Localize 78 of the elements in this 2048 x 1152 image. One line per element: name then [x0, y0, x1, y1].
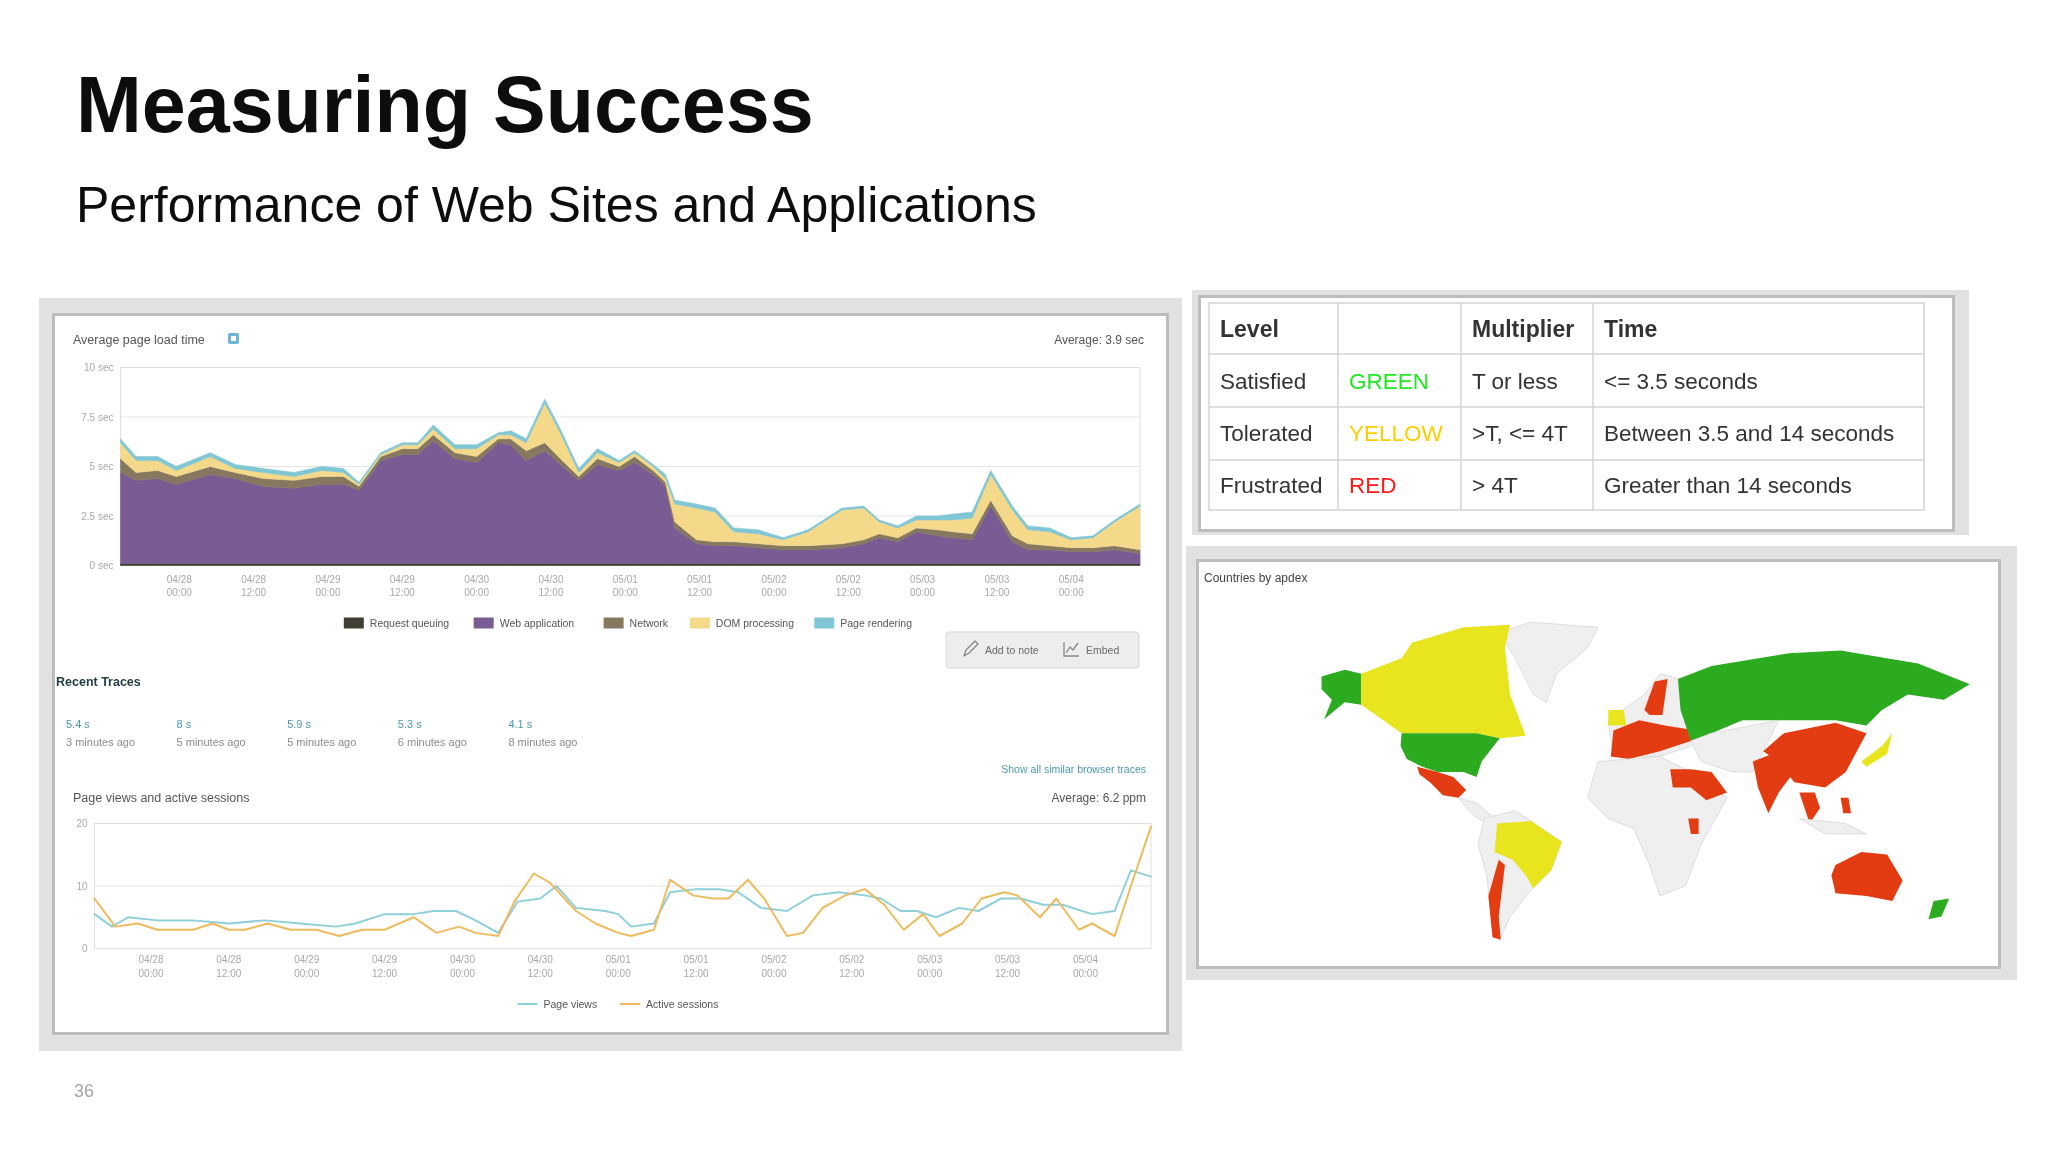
category-label: Tolerated	[1220, 421, 1313, 446]
text: Recent Traces	[56, 675, 141, 689]
text: 4.1 s	[508, 718, 533, 730]
text: 5 minutes ago	[287, 736, 357, 748]
text: Embed	[1086, 644, 1120, 656]
text: 36	[74, 1081, 95, 1101]
text: >T, <= 4T	[1472, 421, 1568, 446]
y-tick-label: 0 sec	[89, 560, 114, 571]
x-tick-label: 05/03 12:00	[995, 954, 1021, 979]
text: Average: 3.9 sec	[1054, 333, 1144, 347]
category-label: Time	[1604, 316, 1658, 342]
y-tick-label: 20	[76, 818, 88, 829]
text: 5.3 s	[397, 718, 423, 730]
text: Greater than 14 seconds	[1604, 473, 1852, 498]
x-tick-label: 05/02 12:00	[839, 954, 865, 979]
text: Average: 6.2 ppm	[1051, 791, 1146, 805]
x-tick-label: 04/30 00:00	[464, 574, 490, 598]
x-tick-label: 04/29 12:00	[372, 954, 398, 979]
text: Show all similar browser traces	[1001, 763, 1146, 775]
text: GREEN	[1349, 369, 1430, 394]
x-tick-label: 05/03 00:00	[917, 954, 943, 979]
y-tick-label: 5 sec	[89, 461, 114, 472]
x-tick-label: 04/28 00:00	[138, 954, 164, 979]
y-tick-label: 0	[81, 943, 88, 954]
x-tick-label: 04/29 00:00	[294, 954, 320, 979]
text: 5 minutes ago	[176, 736, 246, 748]
x-tick-label: 05/04 00:00	[1058, 574, 1085, 598]
text: 6 minutes ago	[397, 736, 467, 748]
category-label: Satisfied	[1220, 369, 1307, 394]
x-tick-label: 05/02 00:00	[761, 574, 787, 598]
y-tick-label: 10	[76, 880, 88, 892]
text: Between 3.5 and 14 seconds	[1604, 421, 1895, 446]
legend-label: Page rendering	[840, 616, 913, 629]
category-label: Multiplier	[1472, 316, 1575, 342]
text: <= 3.5 seconds	[1604, 369, 1758, 394]
category-label: Level	[1220, 316, 1279, 342]
x-tick-label: 04/30 12:00	[527, 954, 554, 979]
x-tick-label: 04/30 12:00	[538, 574, 564, 598]
x-tick-label: 04/28 00:00	[166, 574, 193, 598]
text: Performance of Web Sites and Applications	[76, 177, 1037, 233]
category-label: Frustrated	[1220, 473, 1323, 498]
x-tick-label: 04/29 12:00	[389, 574, 416, 598]
legend-label: Active sessions	[646, 997, 719, 1010]
x-tick-label: 05/01 12:00	[683, 954, 710, 979]
x-tick-label: 05/01 00:00	[605, 954, 632, 979]
x-tick-label: 05/01 12:00	[687, 574, 713, 598]
x-tick-label: 05/04 00:00	[1072, 954, 1099, 979]
text: 8 minutes ago	[508, 736, 578, 748]
x-tick-label: 04/28 12:00	[216, 954, 242, 979]
y-tick-label: 10 sec	[84, 362, 114, 373]
legend-label: Request queuing	[369, 616, 450, 629]
x-tick-label: 05/01 00:00	[612, 574, 639, 598]
x-tick-label: 05/02 12:00	[835, 574, 862, 598]
text: 5.4 s	[66, 718, 91, 730]
text: 5.9 s	[287, 718, 312, 730]
y-tick-label: 7.5 sec	[81, 411, 114, 423]
chart-title: Average page load time	[73, 333, 205, 347]
text: RED	[1349, 473, 1397, 498]
text: 3 minutes ago	[66, 736, 136, 748]
x-tick-label: 04/30 00:00	[449, 954, 476, 979]
text: Countries by apdex	[1204, 571, 1308, 585]
chart-title: Page views and active sessions	[73, 791, 250, 805]
text: 8 s	[176, 718, 192, 730]
text: > 4T	[1472, 473, 1518, 498]
legend-label: Network	[629, 616, 669, 629]
legend-label: DOM processing	[715, 616, 795, 629]
text: Measuring Success	[76, 60, 814, 149]
text: YELLOW	[1349, 421, 1443, 446]
text: T or less	[1472, 369, 1558, 394]
x-tick-label: 04/29 00:00	[315, 574, 341, 598]
x-tick-label: 05/03 12:00	[984, 574, 1010, 598]
y-tick-label: 2.5 sec	[81, 510, 114, 522]
legend-label: Page views	[543, 997, 598, 1010]
legend-label: Web application	[499, 616, 575, 629]
x-tick-label: 05/03 00:00	[910, 574, 936, 598]
x-tick-label: 04/28 12:00	[241, 574, 267, 598]
text: Add to note	[985, 644, 1039, 656]
x-tick-label: 05/02 00:00	[761, 954, 787, 979]
